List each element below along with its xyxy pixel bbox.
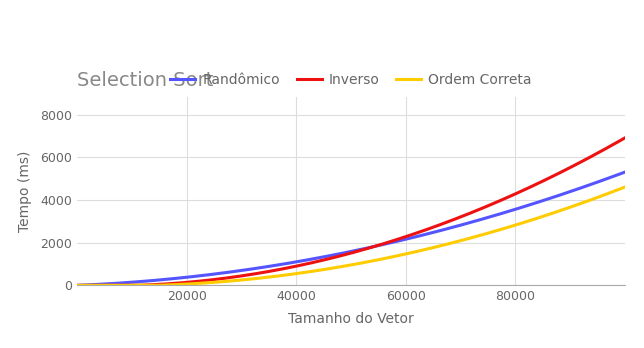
Inverso: [510, 192, 518, 197]
Inverso: [500, 197, 508, 201]
Ordem Correta: [510, 223, 518, 228]
Line: Randômico: Randômico: [77, 172, 625, 285]
Inverso: [295, 263, 303, 268]
Randômico: [129, 280, 137, 284]
Legend: Randômico, Inverso, Ordem Correta: Randômico, Inverso, Ordem Correta: [171, 73, 531, 87]
Ordem Correta: [500, 227, 508, 231]
Randômico: [295, 259, 303, 263]
Randômico: [450, 225, 457, 229]
Inverso: [73, 283, 81, 287]
Ordem Correta: [450, 240, 457, 245]
X-axis label: Tamanho do Vetor: Tamanho do Vetor: [288, 311, 414, 326]
Inverso: [450, 218, 457, 222]
Ordem Correta: [621, 185, 629, 189]
Inverso: [129, 283, 137, 287]
Randômico: [510, 208, 518, 212]
Ordem Correta: [295, 271, 303, 275]
Text: Selection Sort: Selection Sort: [77, 71, 214, 90]
Ordem Correta: [129, 283, 137, 287]
Line: Inverso: Inverso: [77, 138, 625, 285]
Inverso: [621, 136, 629, 140]
Ordem Correta: [314, 268, 322, 272]
Inverso: [314, 259, 322, 263]
Randômico: [500, 211, 508, 215]
Randômico: [314, 256, 322, 260]
Randômico: [621, 170, 629, 174]
Ordem Correta: [73, 283, 81, 287]
Line: Ordem Correta: Ordem Correta: [77, 187, 625, 285]
Y-axis label: Tempo (ms): Tempo (ms): [18, 151, 32, 232]
Randômico: [73, 283, 81, 287]
